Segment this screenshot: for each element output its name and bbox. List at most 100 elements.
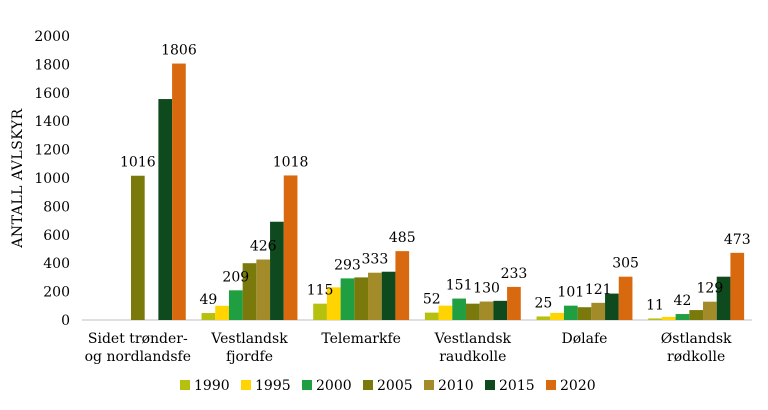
data-label-1990-2: 115 — [307, 283, 334, 299]
y-tick-label: 1600 — [34, 86, 70, 102]
legend-swatch-2005 — [363, 380, 373, 390]
y-tick-label: 1200 — [34, 143, 70, 159]
bar-2005-4 — [577, 307, 592, 320]
y-axis-label: ANTALL AVLSKYR — [10, 108, 26, 248]
category-label: Telemarkfe — [321, 331, 401, 347]
data-label-2010-2: 333 — [362, 252, 389, 268]
bar-2015-2 — [381, 271, 396, 320]
bar-2000-4 — [563, 305, 578, 320]
bar-1990-2 — [313, 303, 327, 320]
bar-2005-0 — [130, 175, 145, 320]
bar-2015-5 — [716, 276, 731, 320]
category-label: Østlandsk — [661, 331, 732, 347]
y-axis-label-group: ANTALL AVLSKYR — [10, 108, 26, 248]
bar-2010-5 — [703, 301, 717, 320]
data-label-2010-5: 129 — [697, 281, 724, 297]
bar-2020-2 — [395, 251, 410, 320]
legend-label-2015: 2015 — [499, 378, 535, 394]
data-label-2020-0: 1806 — [161, 43, 197, 59]
bar-2010-1 — [256, 259, 271, 320]
legend-swatch-2020 — [546, 380, 556, 390]
y-axis-ticks: 0 200 400 600 800 1000 1200 1400 1600 1800 2000 — [34, 29, 70, 329]
bar-2010-4 — [591, 302, 606, 320]
category-label: og nordlandsfe — [85, 349, 191, 365]
data-label-2005-0: 1016 — [120, 155, 156, 171]
category-label: raudkolle — [439, 349, 506, 365]
legend: 1990 1995 2000 2005 2010 2015 2020 — [180, 378, 596, 394]
bar-1995-4 — [550, 312, 564, 320]
bar-2005-3 — [465, 303, 480, 320]
bar-2020-3 — [507, 286, 521, 320]
y-tick-label: 2000 — [34, 29, 70, 45]
legend-swatch-2000 — [302, 380, 312, 390]
bar-1995-5 — [661, 316, 676, 320]
data-label-2000-3: 151 — [446, 278, 473, 294]
legend-label-1990: 1990 — [194, 378, 230, 394]
y-tick-label: 600 — [43, 228, 70, 244]
bar-2015-1 — [270, 221, 284, 320]
legend-swatch-1995 — [241, 380, 251, 390]
category-label: rødkolle — [667, 349, 725, 365]
y-tick-label: 0 — [61, 313, 70, 329]
bar-2020-4 — [618, 276, 633, 320]
data-label-2020-5: 473 — [724, 232, 751, 248]
bar-1990-4 — [536, 316, 551, 320]
legend-swatch-2015 — [485, 380, 495, 390]
data-label-2000-1: 209 — [222, 269, 249, 285]
bar-1990-5 — [648, 318, 662, 320]
data-label-2020-3: 233 — [501, 266, 528, 282]
bar-1995-1 — [215, 305, 229, 320]
bar-2000-1 — [228, 290, 243, 320]
bar-2005-1 — [242, 263, 257, 320]
data-label-2000-2: 293 — [334, 257, 361, 273]
data-label-1990-3: 52 — [423, 292, 441, 308]
category-label: fjordfe — [226, 349, 273, 365]
data-label-1990-5: 11 — [646, 297, 664, 313]
y-tick-label: 800 — [43, 199, 70, 215]
y-tick-label: 1800 — [34, 57, 70, 73]
legend-label-1995: 1995 — [255, 378, 291, 394]
legend-label-2010: 2010 — [438, 378, 474, 394]
data-label-2020-4: 305 — [612, 256, 639, 272]
legend-swatch-2010 — [424, 380, 434, 390]
bar-2000-5 — [675, 314, 690, 320]
legend-label-2005: 2005 — [377, 378, 413, 394]
data-label-2020-2: 485 — [389, 230, 416, 246]
data-label-1990-1: 49 — [199, 292, 217, 308]
y-tick-label: 1400 — [34, 114, 70, 130]
bars-group — [130, 63, 745, 321]
bar-2000-2 — [340, 278, 355, 320]
legend-label-2020: 2020 — [560, 378, 596, 394]
category-label: Dølafe — [562, 331, 608, 347]
bar-2020-1 — [283, 175, 298, 320]
legend-swatch-1990 — [180, 380, 190, 390]
category-label: Vestlandsk — [434, 331, 512, 347]
data-label-2010-1: 426 — [250, 239, 277, 255]
bar-2015-0 — [158, 99, 173, 320]
bar-2015-3 — [493, 300, 508, 320]
bar-1995-2 — [326, 287, 341, 320]
y-tick-label: 400 — [43, 256, 70, 272]
data-label-2010-3: 130 — [473, 281, 500, 297]
legend-label-2000: 2000 — [316, 378, 352, 394]
bar-2010-2 — [368, 272, 382, 320]
y-tick-label: 1000 — [34, 171, 70, 187]
bar-2000-3 — [452, 298, 466, 320]
bar-2005-2 — [354, 277, 369, 320]
bar-1990-3 — [424, 312, 439, 320]
bar-2015-4 — [605, 293, 619, 320]
bar-2020-0 — [172, 63, 186, 321]
data-label-2000-4: 101 — [557, 285, 584, 301]
y-tick-label: 200 — [43, 285, 70, 301]
data-label-2020-1: 1018 — [273, 154, 309, 170]
bar-2020-5 — [730, 252, 745, 320]
category-label: Sidet trønder- — [88, 331, 188, 347]
bar-1995-3 — [438, 305, 453, 320]
data-label-2010-4: 121 — [585, 282, 612, 298]
category-label: Vestlandsk — [210, 331, 288, 347]
bar-2005-5 — [689, 310, 704, 320]
data-label-2000-5: 42 — [674, 293, 692, 309]
bar-1990-1 — [201, 313, 216, 320]
